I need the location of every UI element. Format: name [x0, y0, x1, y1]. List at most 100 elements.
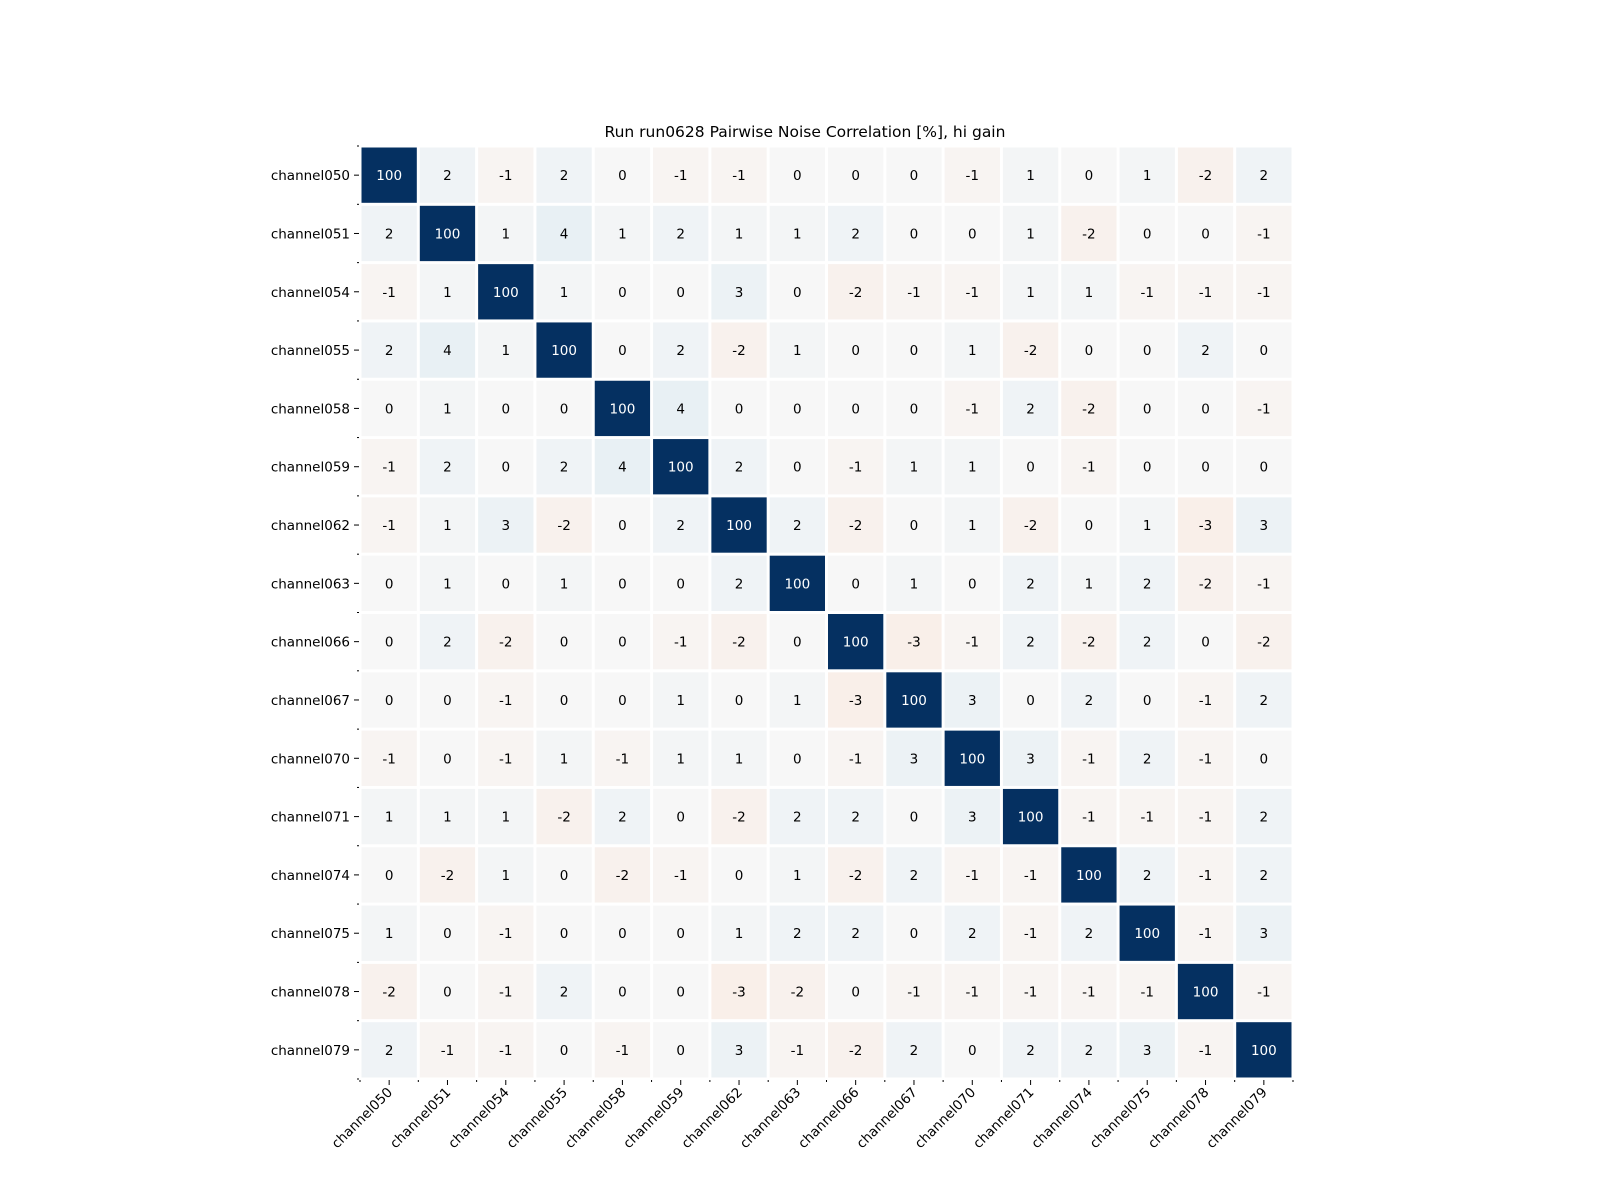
heatmap-cell	[769, 205, 825, 262]
heatmap-cell	[419, 380, 476, 437]
heatmap-cell	[711, 205, 767, 262]
y-tick-label: channel078	[271, 985, 350, 1001]
heatmap-cell	[536, 963, 592, 1020]
heatmap-cell	[1002, 147, 1059, 203]
cell-value-label: 1	[968, 343, 977, 359]
heatmap-cell	[1061, 380, 1117, 437]
y-tick-label: channel054	[271, 285, 350, 301]
heatmap-cell	[828, 205, 884, 262]
cell-value-label: 0	[968, 1043, 977, 1059]
cell-value-label: 100	[726, 518, 752, 534]
heatmap-cell	[886, 555, 942, 611]
cell-value-label: 2	[793, 518, 802, 534]
cell-value-label: 0	[618, 343, 627, 359]
heatmap-cell	[828, 1022, 884, 1078]
heatmap-cell	[1119, 380, 1175, 437]
heatmap-cell	[944, 439, 1000, 495]
cell-value-label: 1	[676, 693, 685, 709]
cell-value-label: 0	[676, 810, 685, 826]
cell-value-label: 0	[1085, 343, 1094, 359]
cell-value-label: -1	[849, 751, 862, 767]
x-tick-label: channel071	[970, 1085, 1037, 1152]
heatmap-cell	[828, 905, 884, 961]
heatmap-cell	[478, 614, 534, 670]
cell-value-label: 2	[560, 460, 569, 476]
heatmap-cell	[886, 847, 942, 903]
cell-value-label: 0	[618, 693, 627, 709]
cell-value-label: 0	[501, 460, 510, 476]
cell-value-label: -1	[1257, 285, 1270, 301]
cell-value-label: 0	[618, 926, 627, 942]
heatmap-cell	[1119, 205, 1175, 262]
heatmap-cell	[944, 147, 1000, 203]
heatmap-cell	[594, 963, 651, 1020]
heatmap-cell	[1236, 1022, 1292, 1078]
heatmap-cell	[419, 264, 476, 320]
x-tick-label: channel062	[679, 1085, 746, 1152]
x-tick-label: channel074	[1028, 1085, 1095, 1152]
cell-value-label: 1	[443, 576, 452, 592]
cell-value-label: -1	[1024, 985, 1037, 1001]
heatmap-cell	[1177, 147, 1234, 203]
cell-value-label: 0	[501, 401, 510, 417]
cell-value-label: -1	[966, 868, 979, 884]
cell-value-label: 0	[1260, 343, 1269, 359]
cell-value-label: 1	[793, 226, 802, 242]
heatmap-cell	[419, 497, 476, 553]
cell-value-label: 0	[560, 693, 569, 709]
heatmap-cell	[419, 905, 476, 961]
heatmap-cell	[1061, 847, 1117, 903]
cell-value-label: 1	[443, 285, 452, 301]
cell-value-label: 1	[443, 810, 452, 826]
heatmap-cell	[1236, 905, 1292, 961]
heatmap-cell	[536, 555, 592, 611]
cell-value-label: 3	[501, 518, 510, 534]
heatmap-cell	[419, 788, 476, 845]
cell-value-label: 0	[443, 985, 452, 1001]
heatmap-cell	[478, 439, 534, 495]
cell-value-label: 0	[1085, 518, 1094, 534]
heatmap-cell	[536, 439, 592, 495]
cell-value-label: 0	[1026, 460, 1035, 476]
cell-value-label: 0	[910, 401, 919, 417]
cell-value-label: 0	[676, 1043, 685, 1059]
heatmap-cell	[769, 614, 825, 670]
cell-value-label: -1	[1257, 226, 1270, 242]
cell-value-label: 0	[910, 343, 919, 359]
cell-value-label: 2	[793, 926, 802, 942]
heatmap-cell	[1177, 1022, 1234, 1078]
heatmap-cell	[711, 147, 767, 203]
cell-value-label: -1	[1082, 751, 1095, 767]
heatmap-cell	[1236, 380, 1292, 437]
x-tick-label: channel058	[562, 1085, 629, 1152]
cell-value-label: 4	[560, 226, 569, 242]
heatmap-cell	[711, 905, 767, 961]
cell-value-label: 3	[1026, 751, 1035, 767]
cell-value-label: -1	[849, 460, 862, 476]
cell-value-label: -2	[849, 285, 862, 301]
y-tick-label: channel058	[271, 401, 350, 417]
heatmap-cell	[536, 380, 592, 437]
cell-value-label: 0	[910, 810, 919, 826]
heatmap-cell	[478, 1022, 534, 1078]
heatmap-cell	[769, 730, 825, 786]
cell-value-label: 2	[385, 343, 394, 359]
cell-value-label: 2	[735, 576, 744, 592]
cell-value-label: 1	[385, 926, 394, 942]
heatmap-cell	[361, 205, 417, 262]
cell-value-label: 1	[968, 518, 977, 534]
cell-value-label: -1	[616, 751, 629, 767]
heatmap-cell	[1061, 788, 1117, 845]
heatmap-cell	[594, 788, 651, 845]
cell-value-label: 0	[560, 868, 569, 884]
cell-value-label: 100	[493, 285, 519, 301]
cell-value-label: 0	[793, 460, 802, 476]
cell-value-label: 4	[443, 343, 452, 359]
cell-value-label: 0	[851, 576, 860, 592]
cell-value-label: 0	[501, 576, 510, 592]
cell-value-label: 100	[668, 460, 694, 476]
heatmap-cell	[944, 847, 1000, 903]
cell-value-label: 0	[1260, 751, 1269, 767]
x-tick-label: channel063	[737, 1085, 804, 1152]
cell-value-label: 0	[676, 926, 685, 942]
